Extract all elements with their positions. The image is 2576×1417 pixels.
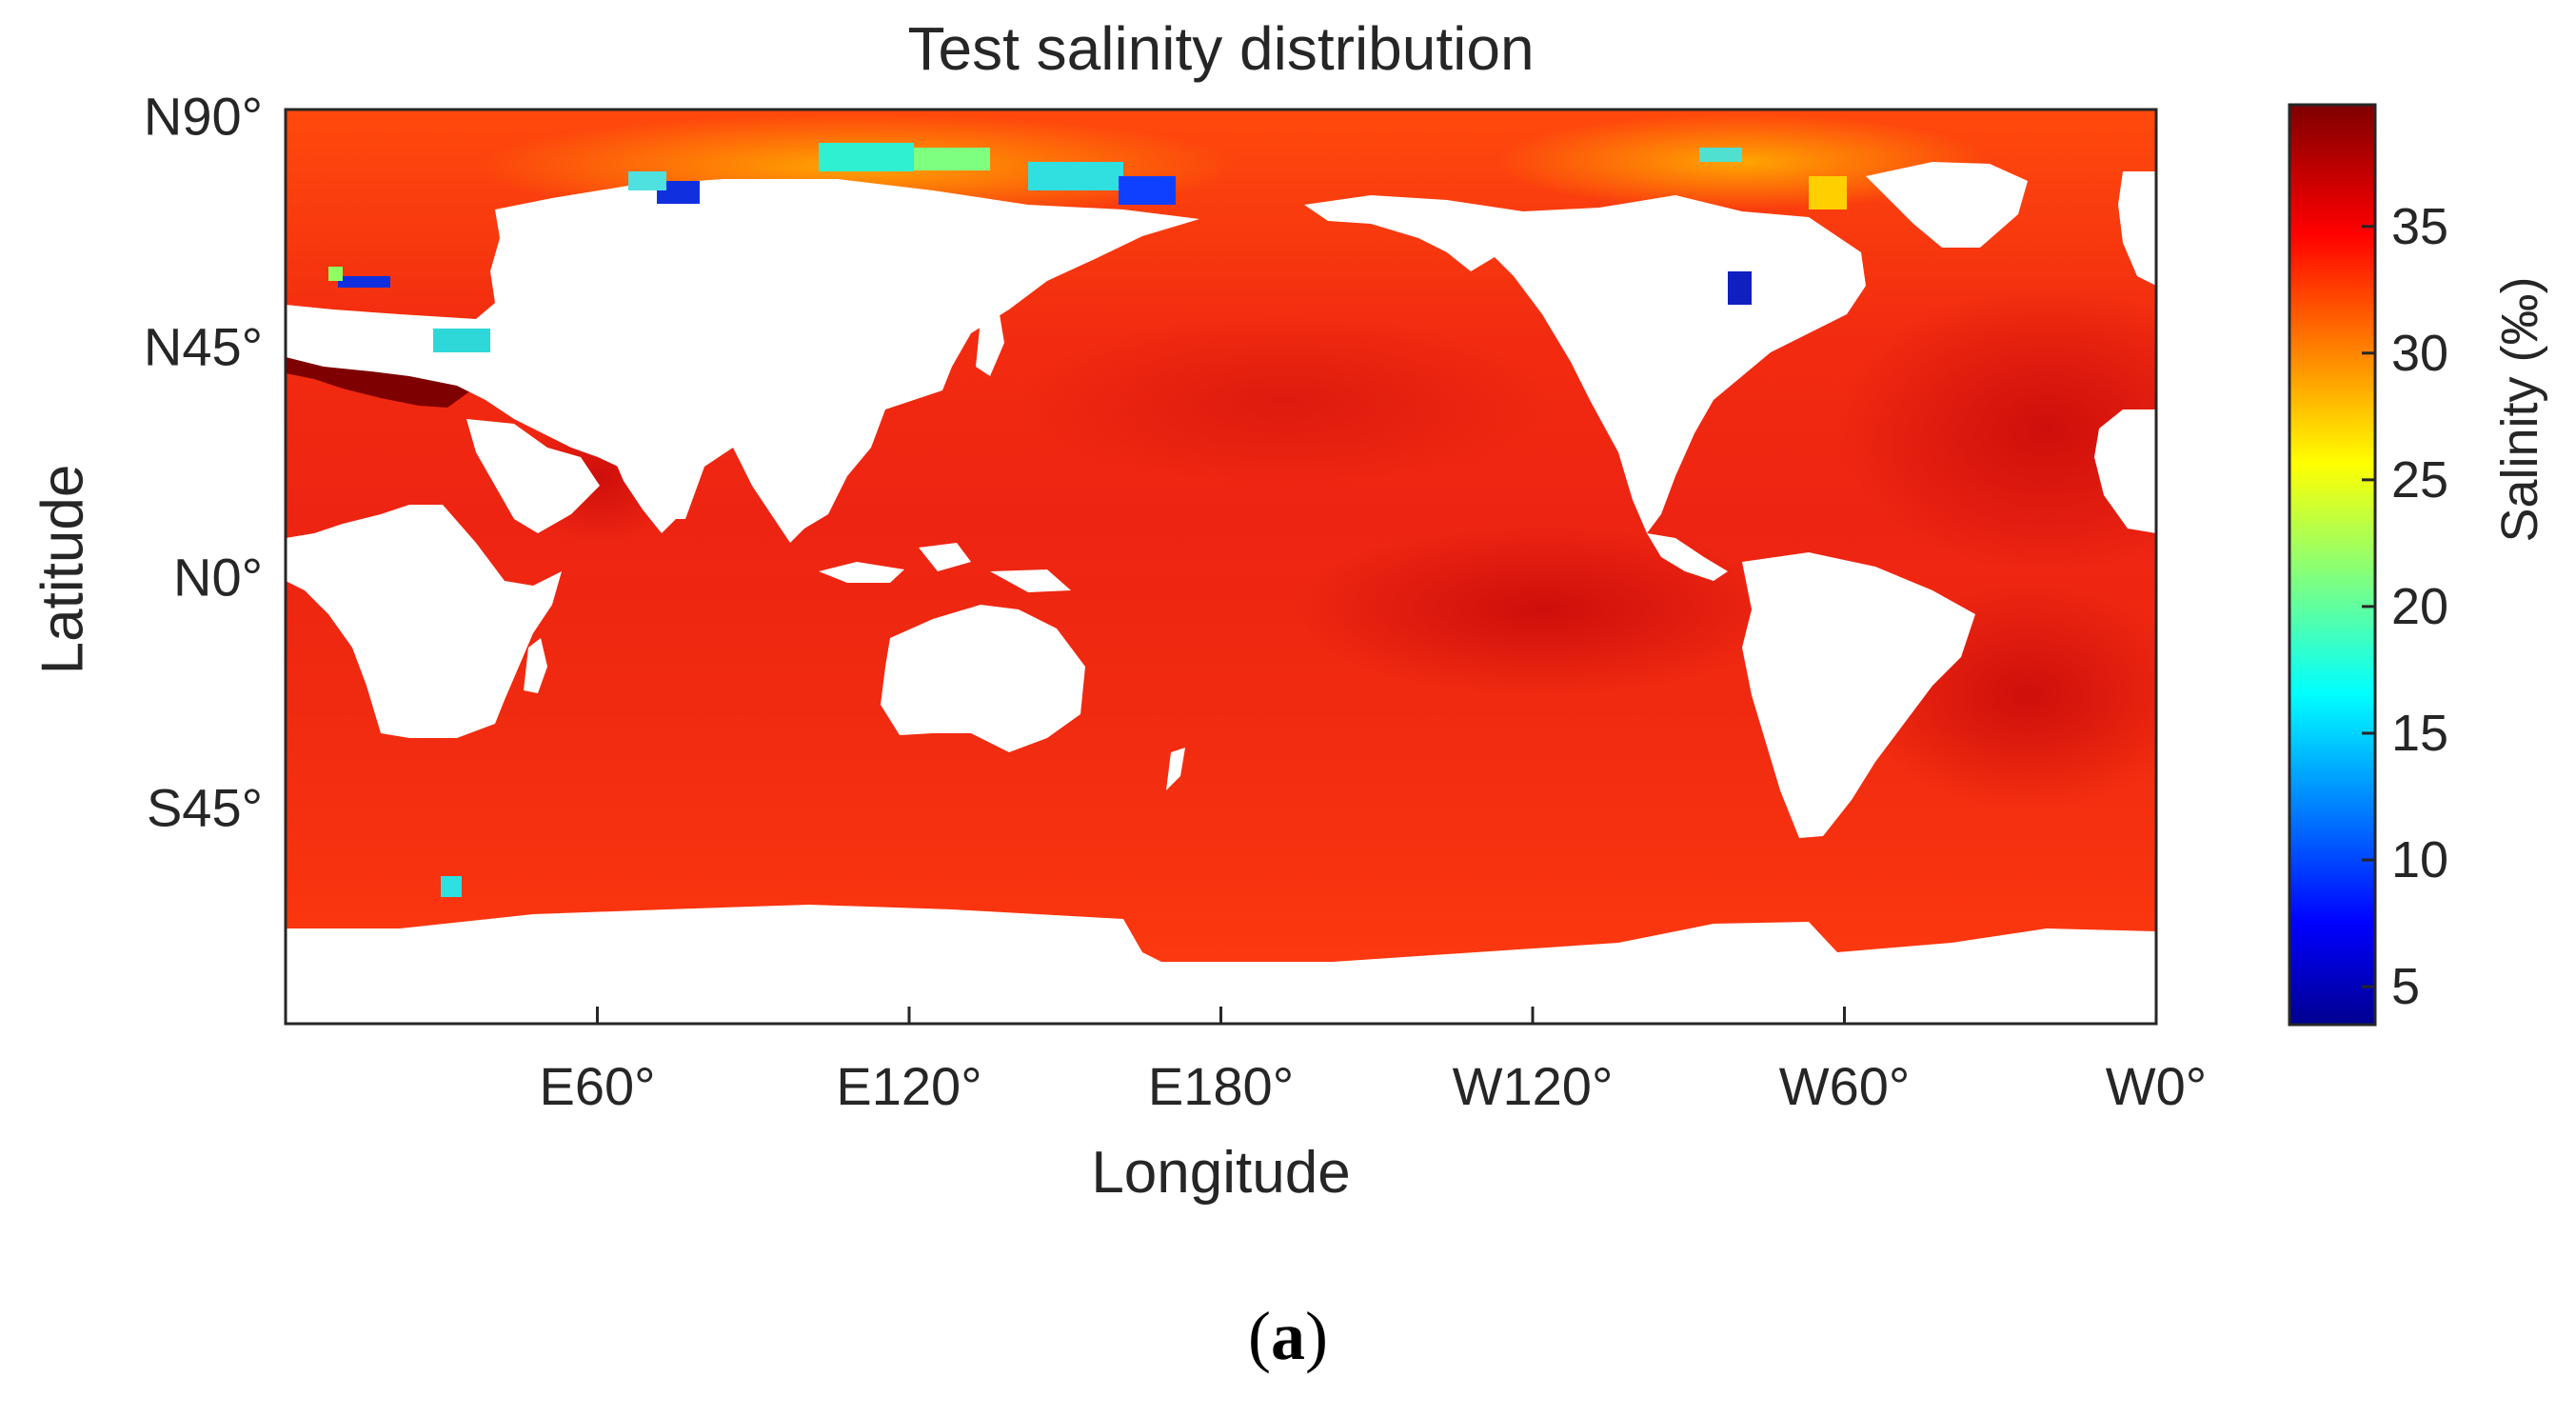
high-salinity-south-pacific: [1295, 524, 1790, 695]
land-madagascar: [524, 638, 547, 693]
patch-blue-1: [1119, 176, 1176, 205]
land-new-zealand: [1166, 748, 1185, 790]
land-indonesia-1: [819, 562, 904, 583]
land-south-america: [1742, 552, 1975, 838]
colorbar-tick-label: 5: [2391, 958, 2421, 1016]
land-africa: [286, 505, 562, 738]
land-europe-west: [2118, 171, 2156, 286]
y-tick-label: N90°: [143, 86, 263, 147]
caption-letter: a: [1271, 1298, 1305, 1374]
land-west-africa: [2094, 409, 2156, 533]
y-tick-label: S45°: [146, 777, 263, 838]
low-salinity-patches: [328, 143, 1847, 897]
patch-cyan-8: [441, 876, 462, 897]
land-indonesia-2: [919, 543, 971, 571]
colorbar-tick-label: 30: [2391, 324, 2449, 382]
y-tick-label: N45°: [143, 316, 263, 377]
colorbar-tick-marks: [2362, 225, 2375, 988]
land-north-america: [1304, 195, 1866, 533]
patch-cyan-5: [433, 329, 490, 352]
colorbar-tick-label: 15: [2391, 704, 2449, 762]
colorbar-tick-label: 35: [2391, 197, 2449, 255]
x-tick-label: E120°: [836, 1056, 982, 1116]
colorbar-tick-label: 20: [2391, 577, 2449, 635]
land-new-guinea: [990, 569, 1071, 592]
patch-blue-3: [338, 276, 390, 288]
land-eurasia: [286, 179, 1199, 531]
patch-cyan-3: [1028, 162, 1123, 190]
patch-blue-4: [1728, 271, 1752, 305]
land-greenland: [1866, 162, 2028, 248]
patch-yellow-1: [1809, 176, 1847, 210]
patch-cyan-7: [1699, 148, 1742, 162]
x-tick-label: W0°: [2105, 1056, 2208, 1116]
land-indochina: [733, 448, 809, 543]
land-antarctica: [286, 905, 2156, 1024]
land-arabia: [466, 419, 600, 533]
land-japan: [976, 314, 1004, 376]
x-tick-label: E180°: [1147, 1056, 1295, 1116]
x-tick-label: E60°: [539, 1056, 656, 1116]
y-tick-label: N0°: [173, 547, 263, 608]
colorbar-tick-label: 10: [2391, 831, 2449, 889]
high-salinity-north-atlantic: [1837, 286, 2156, 571]
x-tick-label: W120°: [1452, 1056, 1614, 1116]
x-tick-label: W60°: [1778, 1056, 1911, 1116]
x-axis-label: Longitude: [1091, 1140, 1351, 1206]
patch-cyan-4: [628, 171, 666, 190]
colorbar: [2288, 103, 2377, 1027]
x-tick-marks: [596, 1007, 1846, 1024]
land: [286, 162, 2156, 1024]
caption-close: ): [1305, 1298, 1328, 1374]
colorbar-tick-label: 25: [2391, 450, 2449, 509]
land-central-america: [1647, 533, 1728, 581]
caption-open: (: [1248, 1298, 1271, 1374]
patch-cyan-2: [914, 148, 990, 170]
land-india: [609, 448, 685, 533]
high-salinity-north-pacific: [1019, 314, 1552, 486]
colorbar-label: Salinity (‰): [2491, 276, 2548, 543]
patch-cyan-6: [328, 267, 343, 281]
land-australia: [881, 605, 1085, 752]
patch-cyan-1: [819, 143, 914, 171]
figure-caption: (a): [0, 1297, 2576, 1376]
chart-title: Test salinity distribution: [907, 14, 1535, 83]
